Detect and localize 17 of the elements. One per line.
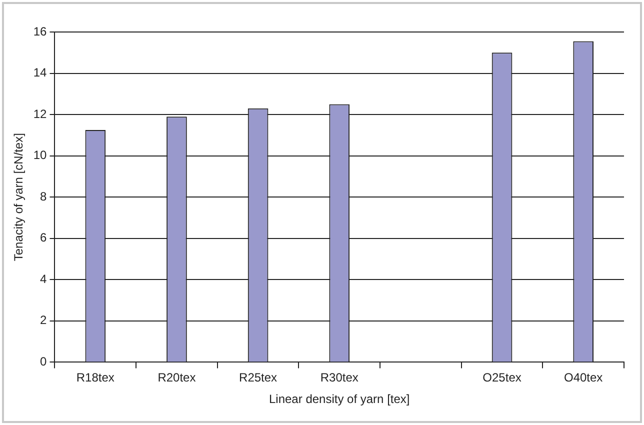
y-tick-label: 2 (40, 313, 48, 328)
x-tick-label: R18tex (76, 370, 114, 385)
x-tick-label: R20tex (158, 370, 196, 385)
y-tick-label: 8 (40, 189, 48, 204)
y-tick-label: 4 (40, 272, 48, 286)
y-tick-label: 14 (33, 66, 48, 80)
x-tick-label: O40tex (564, 370, 603, 385)
y-tick-label: 10 (33, 148, 48, 162)
x-tick-label: R25tex (239, 370, 278, 385)
y-tick-label: 16 (33, 24, 48, 38)
y-tick-label: 6 (40, 230, 48, 245)
y-axis-title: Tenacity of yarn [cN/tex] (12, 133, 26, 262)
x-axis-title: Linear density of yarn [tex] (269, 392, 410, 406)
x-tick-label: R30tex (320, 370, 358, 385)
y-tick-label: 0 (40, 354, 48, 369)
y-tick-label: 12 (33, 106, 48, 121)
x-tick-label: O25tex (482, 370, 522, 385)
